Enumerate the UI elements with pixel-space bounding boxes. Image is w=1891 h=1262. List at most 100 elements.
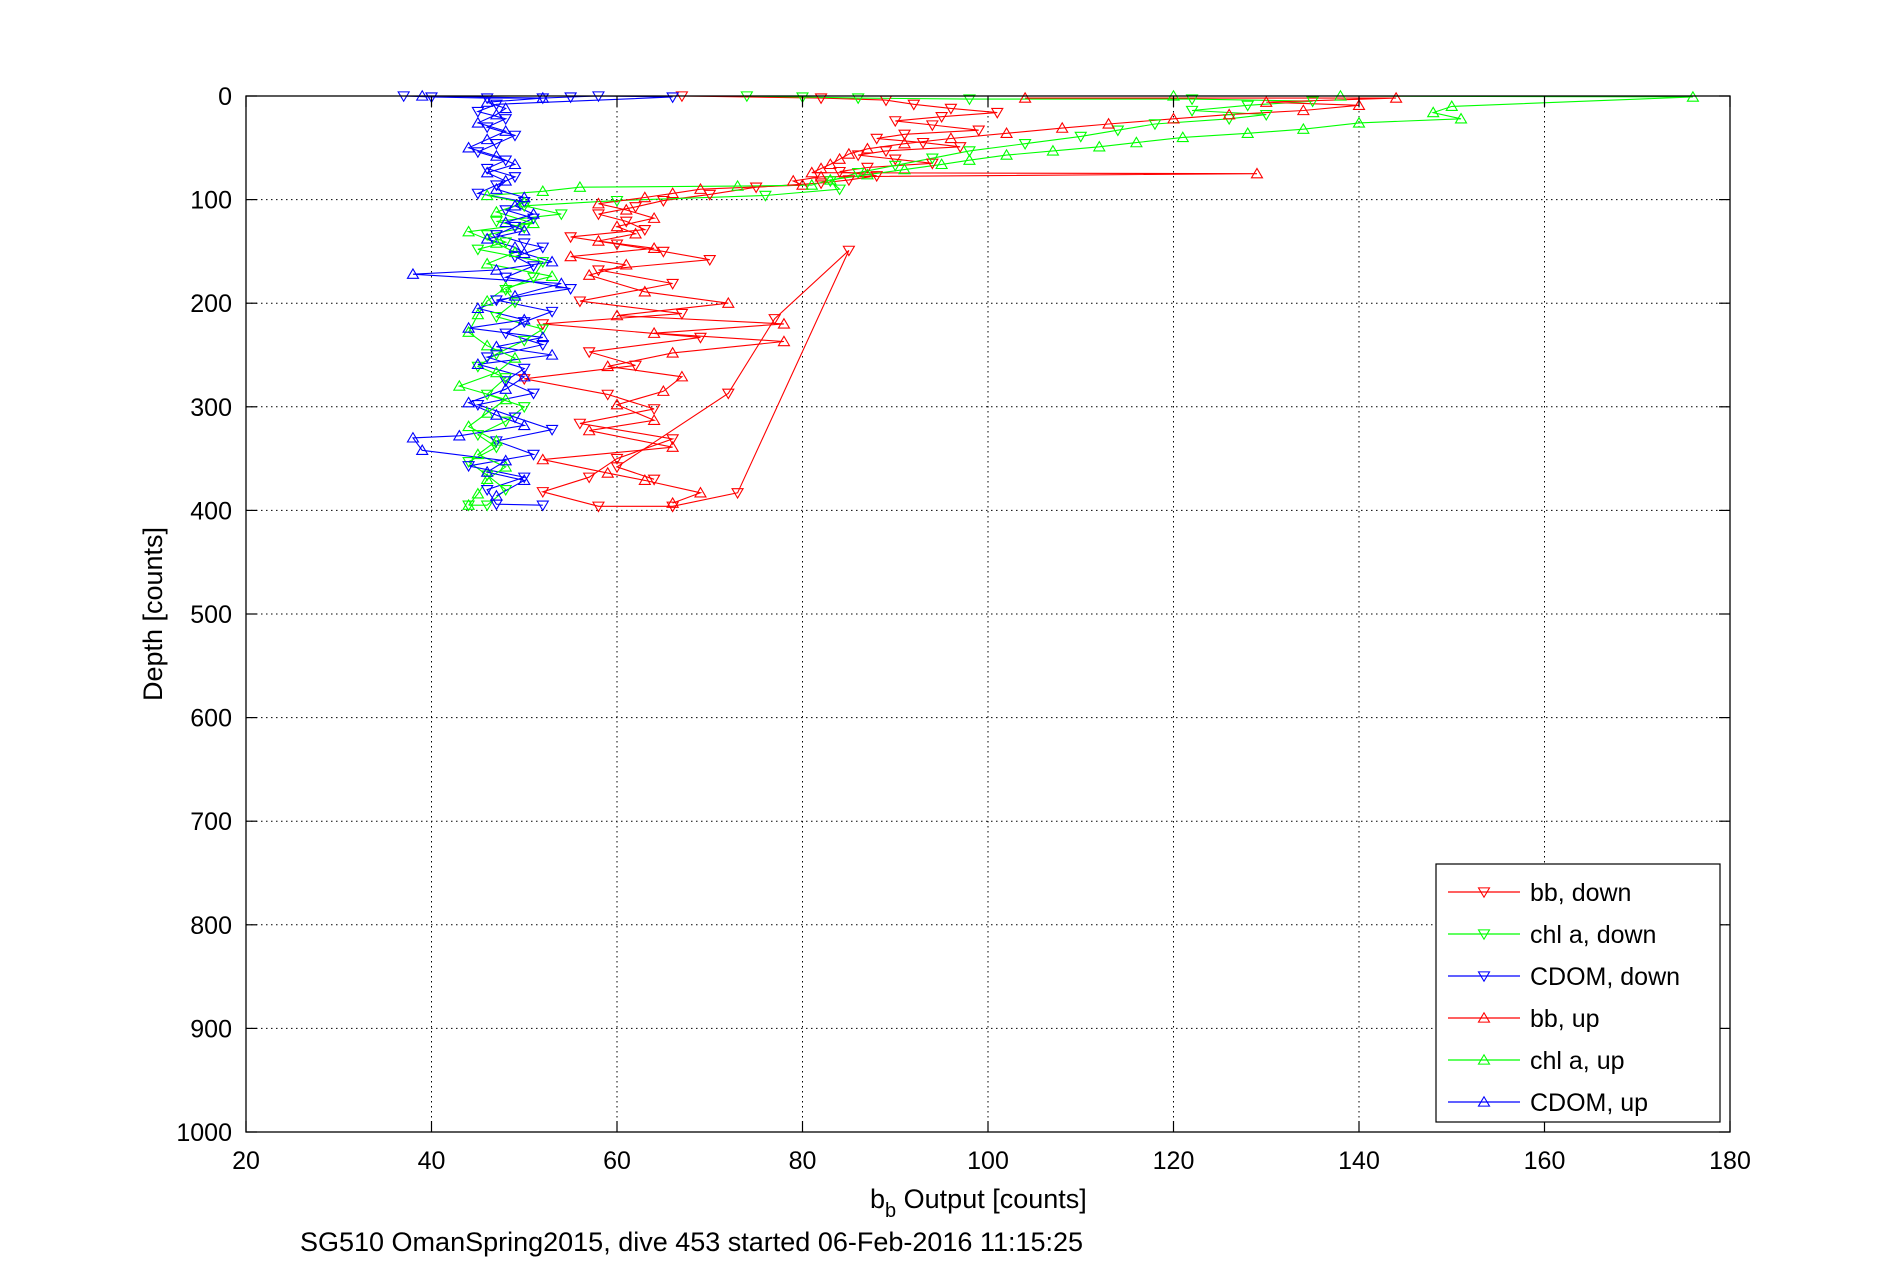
x-tick-label: 80: [789, 1147, 817, 1175]
data-point: [480, 500, 494, 512]
data-point: [480, 389, 494, 401]
data-point: [527, 207, 540, 219]
data-point: [647, 211, 661, 223]
series-lines: [403, 95, 1693, 507]
data-point: [768, 314, 782, 326]
data-point: [694, 486, 707, 498]
legend-label: bb, up: [1530, 1005, 1600, 1033]
data-point: [1000, 148, 1014, 160]
legend-label: chl a, down: [1530, 921, 1656, 949]
data-point: [452, 379, 466, 391]
data-point: [462, 321, 476, 333]
series-line-4: [457, 95, 1693, 506]
data-point: [499, 272, 513, 284]
data-point: [573, 418, 587, 430]
data-point: [582, 347, 596, 359]
data-point: [508, 172, 522, 184]
data-point: [573, 180, 587, 192]
data-point: [610, 220, 624, 232]
x-tick-labels: 20 40 60 80 100 120 140 160 180: [232, 1147, 1751, 1175]
data-point: [471, 302, 485, 314]
data-point: [647, 241, 661, 253]
data-point: [1352, 116, 1366, 128]
data-point: [480, 485, 494, 496]
data-point: [823, 176, 837, 188]
data-point: [1250, 167, 1264, 179]
data-point: [471, 106, 485, 118]
data-point: [1352, 99, 1366, 110]
data-point: [517, 313, 531, 325]
data-point: [1296, 104, 1310, 116]
data-point: [944, 132, 958, 144]
data-point: [517, 472, 531, 484]
data-point: [1222, 114, 1236, 126]
data-point: [489, 263, 503, 275]
y-tick-label: 800: [190, 912, 232, 940]
data-point: [517, 474, 531, 486]
data-point: [462, 500, 476, 512]
data-point: [666, 187, 680, 199]
data-point: [591, 501, 605, 513]
data-point: [480, 257, 494, 269]
data-point: [536, 93, 550, 105]
data-point: [536, 257, 550, 269]
data-point: [582, 424, 596, 436]
data-point: [452, 429, 466, 441]
legend-label: chl a, up: [1530, 1047, 1625, 1075]
data-point: [499, 155, 513, 167]
data-point: [517, 317, 531, 329]
x-axis-label-subscript: b: [885, 1200, 896, 1222]
data-point: [888, 116, 902, 128]
data-point: [499, 205, 513, 217]
data-point: [1445, 100, 1459, 112]
data-point: [480, 406, 494, 418]
data-point: [1185, 105, 1199, 117]
data-point: [517, 419, 531, 431]
data-point: [527, 388, 540, 400]
data-point: [619, 203, 633, 215]
data-point: [823, 158, 837, 170]
data-point: [527, 449, 540, 461]
data-point: [990, 107, 1004, 119]
data-point: [656, 384, 670, 396]
data-point: [462, 461, 476, 473]
data-point: [564, 232, 578, 244]
data-point: [499, 285, 513, 297]
data-point: [471, 116, 485, 128]
data-point: [842, 175, 856, 187]
data-point: [536, 185, 550, 196]
data-point: [489, 366, 503, 378]
data-point: [898, 163, 911, 175]
data-point: [471, 188, 485, 200]
data-point: [480, 294, 494, 306]
data-point: [508, 240, 522, 252]
data-point: [489, 108, 503, 120]
data-point: [489, 182, 503, 194]
data-point: [1167, 112, 1180, 124]
data-point: [471, 147, 485, 159]
data-point: [536, 331, 550, 343]
figure-caption: SG510 OmanSpring2015, dive 453 started 0…: [300, 1227, 1083, 1257]
data-point: [499, 124, 513, 136]
data-point: [517, 370, 531, 382]
data-point: [508, 251, 522, 263]
data-point: [564, 92, 578, 104]
series-markers-1: [462, 91, 1320, 512]
data-point: [1148, 119, 1162, 131]
data-point: [582, 268, 596, 280]
data-point: [721, 388, 735, 400]
data-point: [962, 146, 976, 158]
data-point: [499, 174, 513, 186]
data-point: [1241, 100, 1255, 112]
data-point: [517, 335, 531, 347]
data-point: [694, 182, 707, 194]
data-point: [471, 308, 485, 320]
data-point: [805, 178, 819, 190]
data-point: [814, 170, 828, 182]
data-point: [666, 92, 680, 104]
data-point: [842, 245, 856, 257]
legend-marker: [1477, 929, 1491, 941]
y-tick-label: 900: [190, 1015, 232, 1043]
y-tick-label: 300: [190, 394, 232, 422]
data-point: [489, 216, 503, 228]
